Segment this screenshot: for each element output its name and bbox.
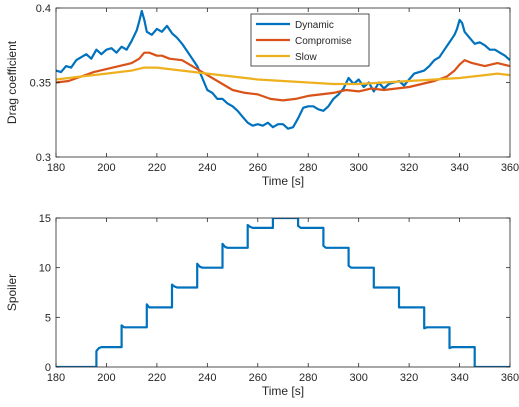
series-group [56, 218, 510, 367]
plot-area [56, 218, 510, 367]
x-tick-label: 180 [47, 162, 65, 174]
x-axis-label: Time [s] [262, 384, 304, 398]
y-tick-label: 0.4 [36, 3, 51, 15]
series-line-dynamic [56, 9, 510, 130]
x-tick-label: 300 [349, 372, 367, 384]
x-tick-label: 340 [450, 372, 468, 384]
y-tick-label: 0 [45, 362, 51, 374]
series-line-spoiler [56, 218, 510, 367]
legend-label-compromise: Compromise [295, 36, 352, 47]
x-tick-label: 220 [148, 372, 166, 384]
x-tick-label: 320 [400, 372, 418, 384]
y-tick-label: 15 [39, 213, 51, 225]
x-tick-label: 180 [47, 372, 65, 384]
x-tick-label: 340 [450, 162, 468, 174]
x-tick-label: 220 [148, 162, 166, 174]
legend: Dynamic Compromise Slow [250, 13, 370, 67]
y-axis-label: Spoiler [5, 274, 19, 311]
x-tick-label: 200 [97, 372, 115, 384]
x-tick-label: 360 [501, 372, 519, 384]
x-tick-label: 260 [249, 162, 267, 174]
y-tick-label: 0.35 [30, 78, 51, 90]
x-tick-label: 280 [299, 372, 317, 384]
x-tick-label: 260 [249, 372, 267, 384]
series-group [56, 9, 510, 130]
x-tick-label: 240 [198, 162, 216, 174]
x-tick-label: 200 [97, 162, 115, 174]
x-tick-label: 300 [349, 162, 367, 174]
legend-label-dynamic: Dynamic [295, 20, 334, 31]
x-tick-label: 240 [198, 372, 216, 384]
y-axis-label: Drag coefficient [5, 40, 19, 124]
x-tick-label: 360 [501, 162, 519, 174]
x-tick-label: 280 [299, 162, 317, 174]
y-tick-label: 5 [45, 312, 51, 324]
x-tick-label: 320 [400, 162, 418, 174]
legend-label-slow: Slow [295, 52, 317, 63]
y-tick-label: 0.3 [36, 152, 51, 164]
series-line-compromise [56, 51, 510, 102]
axes-box [55, 217, 511, 368]
series-line-slow [56, 66, 510, 86]
spoiler-plot: 180 200 220 240 260 280 300 320 340 360 0 5 10 15 Time… [5, 213, 519, 398]
y-tick-label: 10 [39, 263, 51, 275]
x-axis-label: Time [s] [262, 174, 304, 188]
drag-coefficient-plot: 180 200 220 240 260 280 300 320 340 360 0.3 0.35 0.4… [5, 3, 519, 188]
